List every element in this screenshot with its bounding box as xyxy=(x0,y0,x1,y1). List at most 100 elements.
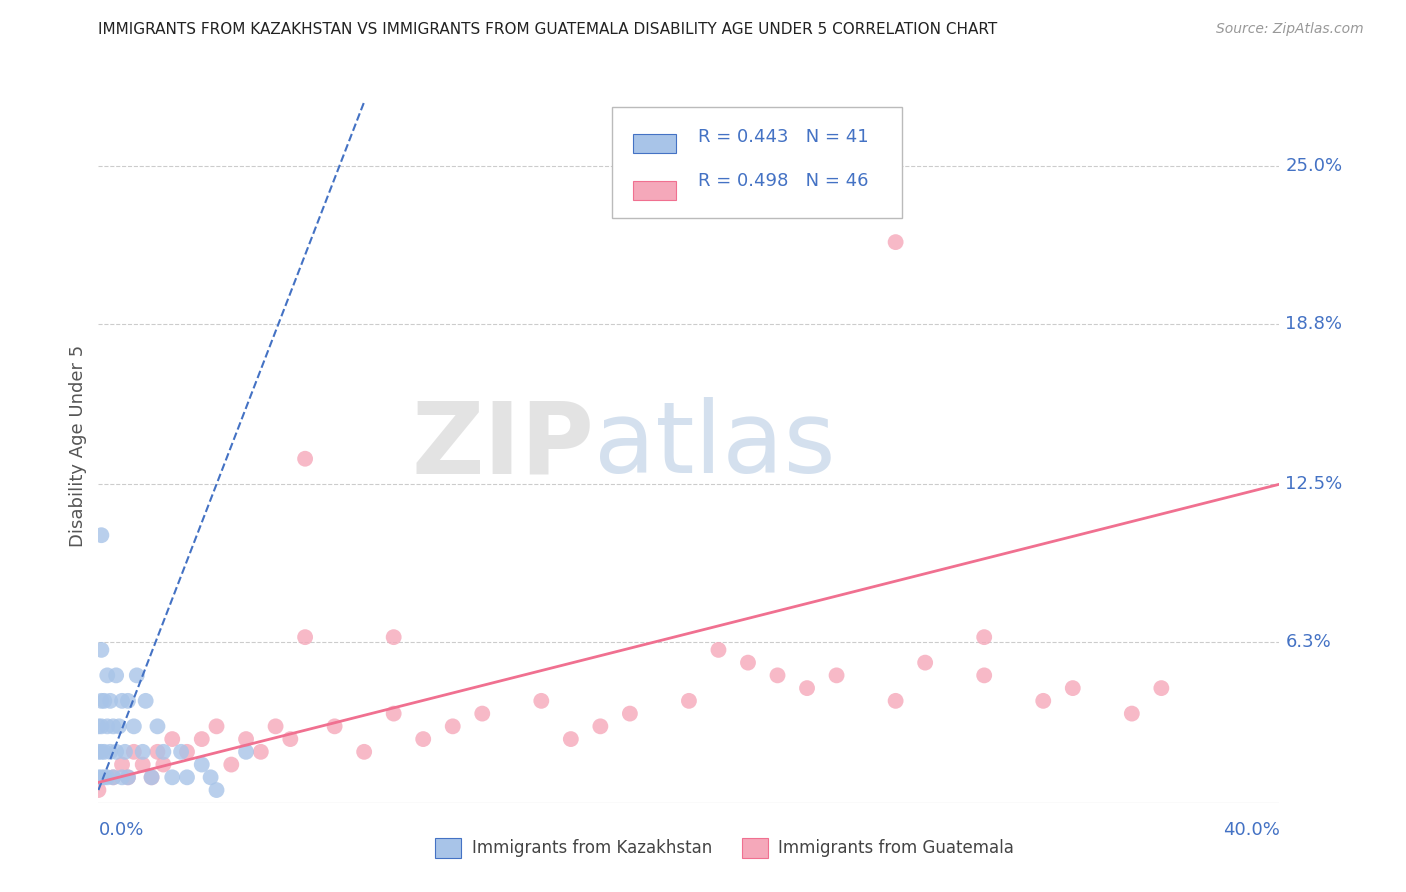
Point xyxy=(441,719,464,733)
Point xyxy=(98,694,121,708)
Point xyxy=(96,719,118,733)
Point xyxy=(90,643,112,657)
Point xyxy=(117,770,139,784)
FancyBboxPatch shape xyxy=(742,838,768,858)
Point xyxy=(235,732,257,747)
Point xyxy=(176,745,198,759)
Point xyxy=(103,719,125,733)
Point xyxy=(122,719,145,733)
Point xyxy=(884,235,907,249)
Point xyxy=(678,694,700,708)
Point xyxy=(90,528,112,542)
Point xyxy=(560,732,582,747)
Point xyxy=(87,783,110,797)
Point xyxy=(152,757,174,772)
Point xyxy=(162,770,183,784)
Point xyxy=(114,745,136,759)
Point xyxy=(122,745,145,759)
Point xyxy=(96,668,118,682)
Point xyxy=(294,630,316,644)
Point xyxy=(111,757,134,772)
Text: 12.5%: 12.5% xyxy=(1285,475,1343,493)
Point xyxy=(205,783,228,797)
Point xyxy=(191,757,214,772)
Point xyxy=(219,757,242,772)
Point xyxy=(162,732,183,747)
Point xyxy=(382,630,405,644)
Point xyxy=(530,694,553,708)
Point xyxy=(412,732,434,747)
Point xyxy=(93,770,115,784)
Point xyxy=(914,656,936,670)
Point xyxy=(111,694,134,708)
Point xyxy=(96,770,118,784)
Point xyxy=(111,770,134,784)
Point xyxy=(382,706,405,721)
Point xyxy=(90,770,112,784)
Point xyxy=(471,706,494,721)
Point xyxy=(152,745,174,759)
Point xyxy=(205,719,228,733)
Point xyxy=(146,745,169,759)
Point xyxy=(737,656,759,670)
Text: 0.0%: 0.0% xyxy=(98,821,143,838)
Point xyxy=(108,719,131,733)
Text: IMMIGRANTS FROM KAZAKHSTAN VS IMMIGRANTS FROM GUATEMALA DISABILITY AGE UNDER 5 C: IMMIGRANTS FROM KAZAKHSTAN VS IMMIGRANTS… xyxy=(98,22,998,37)
FancyBboxPatch shape xyxy=(434,838,461,858)
Point xyxy=(1150,681,1173,695)
FancyBboxPatch shape xyxy=(634,180,676,200)
Point xyxy=(117,694,139,708)
Y-axis label: Disability Age Under 5: Disability Age Under 5 xyxy=(69,345,87,547)
FancyBboxPatch shape xyxy=(612,107,901,218)
Point xyxy=(135,694,157,708)
Point xyxy=(1121,706,1143,721)
Text: ZIP: ZIP xyxy=(412,398,595,494)
Point xyxy=(105,745,128,759)
Point xyxy=(200,770,222,784)
Point xyxy=(973,630,995,644)
Point xyxy=(87,770,110,784)
Point xyxy=(250,745,273,759)
Point xyxy=(93,694,115,708)
Point xyxy=(170,745,193,759)
FancyBboxPatch shape xyxy=(634,134,676,153)
Text: 25.0%: 25.0% xyxy=(1285,157,1343,175)
Point xyxy=(176,770,198,784)
Text: Source: ZipAtlas.com: Source: ZipAtlas.com xyxy=(1216,22,1364,37)
Point xyxy=(87,745,110,759)
Point xyxy=(132,745,155,759)
Point xyxy=(1062,681,1084,695)
Point xyxy=(117,770,139,784)
Text: atlas: atlas xyxy=(595,398,837,494)
Point xyxy=(323,719,346,733)
Point xyxy=(1032,694,1054,708)
Point xyxy=(825,668,848,682)
Point xyxy=(125,668,148,682)
Point xyxy=(766,668,789,682)
Point xyxy=(353,745,375,759)
Point xyxy=(87,719,110,733)
Point xyxy=(146,719,169,733)
Text: R = 0.443   N = 41: R = 0.443 N = 41 xyxy=(699,128,869,146)
Point xyxy=(90,694,112,708)
Point xyxy=(796,681,818,695)
Point xyxy=(141,770,163,784)
Point xyxy=(589,719,612,733)
Point xyxy=(90,745,112,759)
Point xyxy=(884,694,907,708)
Point xyxy=(707,643,730,657)
Text: 18.8%: 18.8% xyxy=(1285,315,1343,333)
Point xyxy=(141,770,163,784)
Point xyxy=(105,668,128,682)
Point xyxy=(294,451,316,466)
Point xyxy=(93,745,115,759)
Point xyxy=(90,719,112,733)
Text: 6.3%: 6.3% xyxy=(1285,633,1331,651)
Point xyxy=(103,770,125,784)
Point xyxy=(132,757,155,772)
Point xyxy=(264,719,287,733)
Point xyxy=(191,732,214,747)
Point xyxy=(98,745,121,759)
Text: Immigrants from Kazakhstan: Immigrants from Kazakhstan xyxy=(471,838,711,856)
Text: Immigrants from Guatemala: Immigrants from Guatemala xyxy=(778,838,1014,856)
